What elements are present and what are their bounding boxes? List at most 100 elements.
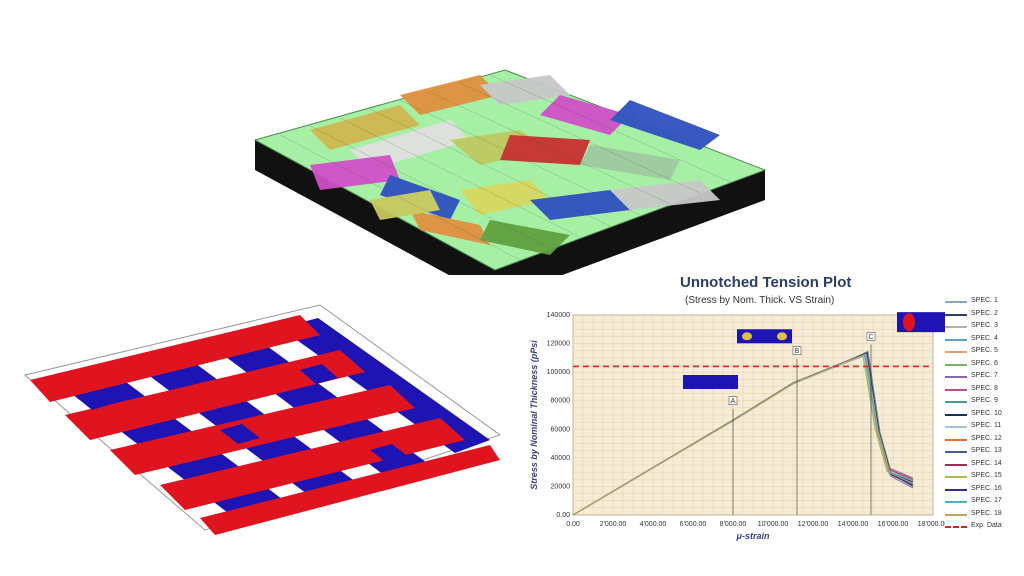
legend-swatch <box>945 363 967 366</box>
y-tick-label: 80000 <box>551 398 571 405</box>
y-tick-label: 140000 <box>547 312 570 319</box>
legend-swatch <box>945 476 967 478</box>
y-tick-label: 120000 <box>547 341 570 348</box>
legend-item: SPEC. 15 <box>945 470 1020 483</box>
legend-item: SPEC. 13 <box>945 445 1020 458</box>
y-axis-label: Stress by Nominal Thickness (pPsi <box>529 340 539 490</box>
inset-hotspot <box>777 332 787 341</box>
legend-label: SPEC. 18 <box>971 509 1002 517</box>
legend-item: SPEC. 4 <box>945 333 1020 346</box>
series-line <box>572 353 914 516</box>
x-tick-label: 4'000.00 <box>640 521 667 528</box>
legend-item: SPEC. 12 <box>945 433 1020 446</box>
legend-label: SPEC. 3 <box>971 322 998 329</box>
legend-swatch <box>945 451 967 453</box>
x-tick-label: 8'000.00 <box>720 521 747 528</box>
legend-swatch <box>945 338 967 341</box>
red-weft-yarns <box>30 315 500 535</box>
legend-swatch <box>945 413 967 416</box>
x-tick-label: 0.00 <box>566 521 580 528</box>
legend-swatch <box>945 501 967 503</box>
legend-item: Exp. Data <box>945 520 1020 533</box>
legend-item: SPEC. 3 <box>945 320 1020 333</box>
legend-swatch <box>945 326 967 328</box>
y-tick-label: 60000 <box>551 426 571 433</box>
x-tick-label: 14'000.00 <box>838 521 869 528</box>
blue-warp-crossings <box>75 364 410 464</box>
legend-item: SPEC. 14 <box>945 458 1020 471</box>
legend-item: SPEC. 9 <box>945 395 1020 408</box>
inset-hotspot <box>742 332 752 341</box>
legend-label: SPEC. 14 <box>971 459 1002 467</box>
legend-label: SPEC. 10 <box>971 409 1002 417</box>
x-tick-label: 18'000.00 <box>918 521 945 528</box>
legend-swatch <box>945 426 967 428</box>
legend-label: SPEC. 1 <box>971 297 998 304</box>
legend-label: SPEC. 12 <box>971 434 1002 442</box>
legend-label: SPEC. 13 <box>971 447 1002 454</box>
chart-title: Unnotched Tension Plot <box>680 274 852 291</box>
mesh-side <box>255 140 765 275</box>
tension-plot: Unnotched Tension Plot (Stress by Nom. T… <box>525 270 1020 570</box>
legend-swatch <box>945 313 967 316</box>
x-tick-label: 16'000.00 <box>878 521 909 528</box>
y-tick-label: 0.00 <box>556 512 570 519</box>
y-tick-label: 20000 <box>551 483 571 490</box>
legend-label: SPEC. 4 <box>971 334 998 342</box>
legend-swatch <box>945 351 967 353</box>
y-tick-label: 100000 <box>547 369 570 376</box>
legend-item: SPEC. 2 <box>945 308 1020 321</box>
annotation-box <box>792 346 802 355</box>
legend-swatch <box>945 463 967 466</box>
legend-item: SPEC. 17 <box>945 495 1020 508</box>
legend-swatch <box>945 438 967 441</box>
x-tick-label: 6'000.00 <box>680 521 707 528</box>
legend-item: SPEC. 1 <box>945 295 1020 308</box>
legend-item: SPEC. 11 <box>945 420 1020 433</box>
legend-swatch <box>945 301 967 303</box>
legend-item: SPEC. 16 <box>945 483 1020 496</box>
legend-label: SPEC. 16 <box>971 484 1002 492</box>
x-axis-label: μ-strain <box>736 531 770 541</box>
composite-mesh-model <box>253 69 767 275</box>
mesh-grid-lines <box>279 74 731 261</box>
inset-hotspot <box>903 313 915 332</box>
legend-label: SPEC. 11 <box>971 422 1002 429</box>
annotation-label: B <box>795 348 800 355</box>
chart-legend: SPEC. 1 SPEC. 2 SPEC. 3 SPEC. 4 SPEC. 5 SPEC.… <box>945 295 1020 533</box>
legend-label: SPEC. 5 <box>971 347 998 354</box>
annotation-label: A <box>731 398 736 405</box>
legend-swatch <box>945 513 967 516</box>
x-tick-label: 10'000.00 <box>758 521 789 528</box>
legend-swatch <box>945 526 967 528</box>
x-tick-label: 2'000.00 <box>600 521 627 528</box>
chart-subtitle: (Stress by Nom. Thick. VS Strain) <box>685 295 835 306</box>
legend-item: SPEC. 7 <box>945 370 1020 383</box>
annotation-box <box>866 332 876 341</box>
y-tick-label: 40000 <box>551 455 571 462</box>
legend-item: SPEC. 18 <box>945 508 1020 521</box>
mesh-yarns <box>310 75 720 255</box>
legend-swatch <box>945 388 967 391</box>
legend-item: SPEC. 6 <box>945 358 1020 371</box>
legend-label: SPEC. 2 <box>971 309 998 317</box>
legend-swatch <box>945 401 967 403</box>
legend-item: SPEC. 10 <box>945 408 1020 421</box>
woven-unit-cell <box>23 304 502 535</box>
legend-swatch <box>945 488 967 491</box>
annotation-label: C <box>868 334 873 341</box>
legend-item: SPEC. 8 <box>945 383 1020 396</box>
x-tick-label: 12'000.00 <box>798 521 829 528</box>
annotation-box <box>728 396 738 405</box>
legend-label: SPEC. 17 <box>971 497 1002 504</box>
inset-strip-a <box>683 375 738 389</box>
legend-label: SPEC. 7 <box>971 372 998 379</box>
chart-canvas: 0.00 2'000.00 4'000.00 6'000.00 8'000.00 10'0… <box>529 312 945 541</box>
legend-item: SPEC. 5 <box>945 345 1020 358</box>
legend-label: Exp. Data <box>971 522 1002 529</box>
legend-label: SPEC. 6 <box>971 359 998 367</box>
legend-swatch <box>945 376 967 378</box>
inset-strip-b <box>737 329 792 344</box>
legend-label: SPEC. 8 <box>971 384 998 392</box>
legend-label: SPEC. 9 <box>971 397 998 404</box>
